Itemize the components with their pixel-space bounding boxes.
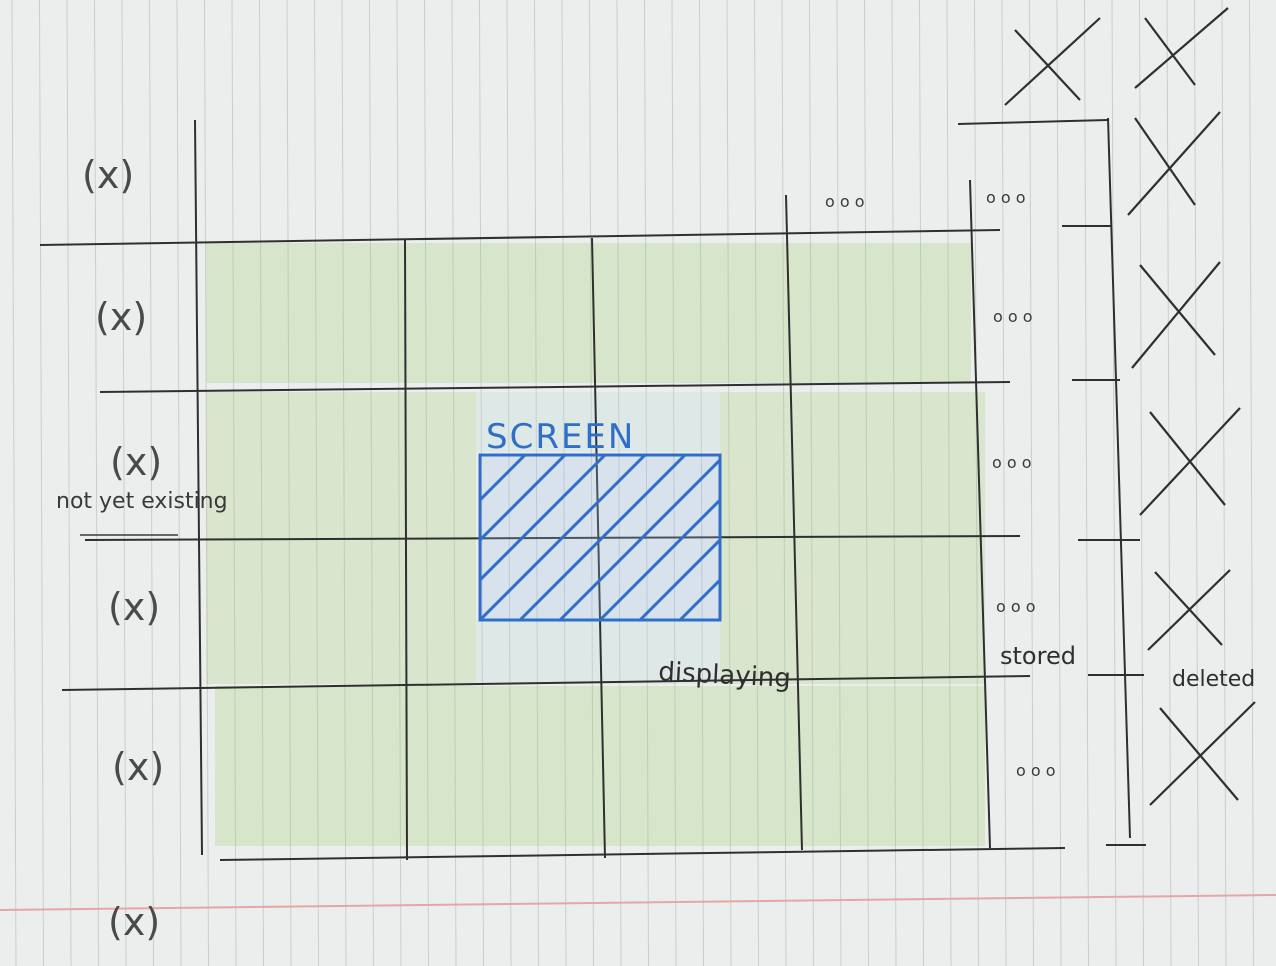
ruled-line	[1194, 0, 1199, 966]
placeholder-x: (x)	[95, 295, 147, 339]
ruled-line	[506, 0, 512, 966]
ruled-line	[341, 0, 347, 966]
stored-column	[957, 117, 1146, 846]
ruled-line	[809, 0, 814, 966]
ruled-line	[699, 0, 704, 966]
ellipsis-marks: o o o o o o o o o o o o o o o o o o	[825, 188, 1056, 780]
placeholder-x: (x)	[82, 153, 134, 197]
ruled-line	[561, 0, 567, 966]
screen-rectangle	[478, 453, 722, 622]
grid-line	[404, 239, 408, 861]
ellipsis: o o o	[996, 597, 1036, 616]
grid-line	[84, 535, 1021, 541]
deleted-x-mark	[1131, 261, 1221, 369]
not-yet-existing-label-group: not yet existing	[56, 489, 228, 536]
ruled-line	[1221, 0, 1227, 966]
grid-line	[591, 237, 606, 859]
deleted-x-marks	[1004, 7, 1256, 806]
ruled-line	[671, 0, 677, 966]
ruled-line	[314, 0, 319, 966]
ruled-line	[121, 0, 127, 966]
ruled-line	[781, 0, 787, 966]
margin-line	[0, 894, 1276, 911]
grid-line	[61, 675, 1031, 691]
placeholder-x: (x)	[112, 745, 164, 789]
ruled-line	[754, 0, 759, 966]
ruled-line	[1084, 0, 1089, 966]
ruled-line	[644, 0, 649, 966]
placeholder-x: (x)	[108, 585, 160, 629]
ruled-line	[726, 0, 732, 966]
ruled-line	[836, 0, 842, 966]
ruled-line	[149, 0, 154, 966]
grid-line	[785, 194, 803, 851]
ruled-lines	[11, 0, 1254, 966]
placeholder-x: (x)	[110, 440, 162, 484]
ellipsis: o o o	[986, 188, 1026, 207]
ruled-line	[231, 0, 237, 966]
ruled-line	[946, 0, 952, 966]
displaying-area-shading	[206, 243, 985, 846]
deleted-x-mark	[1127, 111, 1221, 216]
ruled-line	[204, 0, 209, 966]
ruled-line	[1001, 0, 1007, 966]
ruled-line	[451, 0, 457, 966]
ruled-line	[396, 0, 402, 966]
ellipsis: o o o	[1016, 761, 1056, 780]
ruled-line	[259, 0, 264, 966]
ruled-line	[369, 0, 374, 966]
ellipsis: o o o	[825, 192, 865, 211]
grid-line	[99, 381, 1011, 393]
deleted-x-mark	[1139, 407, 1241, 516]
ruled-line	[1029, 0, 1034, 966]
screen-box: SCREEN	[478, 417, 722, 622]
placeholder-x: (x)	[108, 900, 160, 944]
ruled-line	[424, 0, 429, 966]
ellipsis: o o o	[992, 453, 1032, 472]
deleted-x-mark	[1134, 7, 1229, 89]
ruled-line	[891, 0, 897, 966]
displaying-label: displaying	[658, 657, 792, 694]
ruled-line	[1139, 0, 1144, 966]
grid-line	[969, 179, 991, 849]
deleted-x-mark	[1149, 701, 1256, 806]
ruled-line	[1111, 0, 1117, 966]
screen-hatching	[480, 455, 720, 620]
ruled-line	[1249, 0, 1254, 966]
ruled-line	[66, 0, 72, 966]
deleted-label: deleted	[1172, 667, 1255, 692]
ruled-line	[864, 0, 869, 966]
ruled-line	[176, 0, 182, 966]
deleted-x-mark	[1004, 17, 1101, 106]
ruled-line	[919, 0, 924, 966]
stored-label: stored	[1000, 642, 1076, 670]
not-yet-existing-label: not yet existing	[56, 489, 228, 514]
screen-label: SCREEN	[486, 417, 635, 457]
grid	[39, 119, 1066, 861]
not-yet-existing-column: (x) (x) (x) (x) (x) (x)	[82, 153, 164, 944]
ruled-line	[39, 0, 44, 966]
grid-line	[219, 847, 1066, 861]
grid-line	[39, 229, 1001, 246]
ruled-line	[1056, 0, 1062, 966]
deleted-x-mark	[1147, 569, 1231, 651]
ruled-line	[589, 0, 594, 966]
ruled-line	[974, 0, 979, 966]
ruled-line	[11, 0, 17, 966]
ruled-line	[94, 0, 99, 966]
ruled-line	[286, 0, 292, 966]
ellipsis: o o o	[993, 307, 1033, 326]
